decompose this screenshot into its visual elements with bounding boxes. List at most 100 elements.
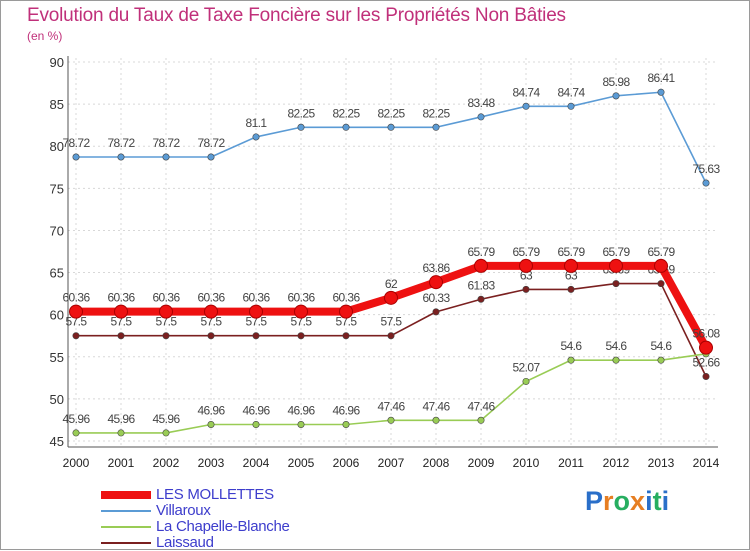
data-label-villaroux: 85.98 — [602, 75, 630, 89]
data-label-les-mollettes: 63.86 — [422, 261, 450, 275]
data-point-la-chapelle-blanche — [432, 416, 440, 424]
data-point-la-chapelle-blanche — [522, 377, 530, 385]
data-label-villaroux: 81.1 — [246, 116, 268, 130]
data-point-la-chapelle-blanche — [387, 416, 395, 424]
data-point-les-mollettes — [384, 290, 398, 305]
data-label-villaroux: 82.25 — [422, 106, 450, 120]
data-point-les-mollettes — [654, 258, 668, 273]
y-tick-label: 50 — [50, 392, 64, 407]
x-tick-label: 2014 — [693, 456, 720, 470]
data-point-la-chapelle-blanche — [567, 356, 575, 364]
y-tick-label: 80 — [50, 139, 64, 154]
data-label-villaroux: 78.72 — [152, 136, 180, 150]
data-label-les-mollettes: 60.36 — [107, 291, 135, 305]
data-point-la-chapelle-blanche — [117, 429, 125, 437]
x-tick-label: 2001 — [108, 456, 135, 470]
data-point-laissaud — [432, 308, 440, 316]
data-point-les-mollettes — [429, 275, 443, 290]
y-tick-label: 45 — [50, 434, 64, 449]
data-label-la-chapelle-blanche: 47.46 — [422, 399, 450, 413]
data-point-laissaud — [207, 332, 215, 340]
data-point-laissaud — [252, 332, 260, 340]
data-point-laissaud — [477, 295, 485, 303]
y-tick-label: 55 — [50, 350, 64, 365]
data-label-laissaud: 57.5 — [156, 315, 178, 329]
data-point-villaroux — [297, 123, 305, 131]
data-point-laissaud — [342, 332, 350, 340]
x-tick-label: 2009 — [468, 456, 495, 470]
data-label-les-mollettes: 60.36 — [242, 291, 270, 305]
data-label-les-mollettes: 62 — [385, 277, 398, 291]
data-point-la-chapelle-blanche — [252, 420, 260, 428]
data-point-laissaud — [612, 280, 620, 288]
x-tick-label: 2012 — [603, 456, 630, 470]
data-label-les-mollettes: 60.36 — [152, 291, 180, 305]
data-label-les-mollettes: 65.79 — [467, 245, 495, 259]
data-label-la-chapelle-blanche: 46.96 — [197, 403, 225, 417]
data-label-laissaud: 52.66 — [692, 355, 720, 369]
data-point-les-mollettes — [564, 258, 578, 273]
proxiti-logo: Proxiti — [585, 486, 669, 517]
data-label-les-mollettes: 65.79 — [512, 245, 540, 259]
data-label-la-chapelle-blanche: 45.96 — [62, 412, 90, 426]
data-label-laissaud: 57.5 — [246, 315, 268, 329]
data-label-villaroux: 82.25 — [332, 106, 360, 120]
logo-letter: t — [652, 486, 662, 516]
data-label-villaroux: 78.72 — [62, 136, 90, 150]
data-label-villaroux: 82.25 — [377, 106, 405, 120]
data-point-villaroux — [567, 102, 575, 110]
data-point-villaroux — [702, 179, 710, 187]
data-point-villaroux — [612, 92, 620, 100]
logo-letter: i — [645, 486, 653, 516]
data-label-laissaud: 57.5 — [111, 315, 133, 329]
x-tick-label: 2006 — [333, 456, 360, 470]
data-label-laissaud: 57.5 — [66, 315, 88, 329]
data-label-les-mollettes: 65.79 — [647, 245, 675, 259]
data-point-les-mollettes — [339, 304, 353, 319]
data-point-villaroux — [387, 123, 395, 131]
data-point-villaroux — [657, 88, 665, 96]
logo-letter: i — [661, 486, 670, 516]
data-point-villaroux — [117, 153, 125, 161]
data-label-villaroux: 78.72 — [107, 136, 135, 150]
data-label-les-mollettes: 60.36 — [287, 291, 315, 305]
x-tick-label: 2003 — [198, 456, 225, 470]
data-label-la-chapelle-blanche: 46.96 — [242, 403, 270, 417]
data-point-la-chapelle-blanche — [207, 420, 215, 428]
y-tick-label: 85 — [50, 97, 64, 112]
data-label-villaroux: 86.41 — [647, 71, 675, 85]
data-point-villaroux — [522, 102, 530, 110]
data-point-villaroux — [432, 123, 440, 131]
data-point-laissaud — [117, 332, 125, 340]
series-la-chapelle-blanche: 45.96 45.96 45.96 46.96 46.96 46.96 46.96 47.46… — [62, 339, 710, 437]
data-label-la-chapelle-blanche: 45.96 — [107, 412, 135, 426]
data-point-les-mollettes — [249, 304, 263, 319]
series-laissaud: 57.5 57.5 57.5 57.5 57.5 57.5 57.5 57.5 60.33 61.… — [66, 263, 721, 380]
data-point-la-chapelle-blanche — [342, 420, 350, 428]
legend-label: Laissaud — [156, 534, 214, 551]
data-point-les-mollettes — [204, 304, 218, 319]
logo-letter: x — [630, 486, 646, 516]
legend-swatch — [101, 510, 151, 512]
x-tick-label: 2004 — [243, 456, 270, 470]
data-point-laissaud — [522, 285, 530, 293]
data-label-la-chapelle-blanche: 46.96 — [332, 403, 360, 417]
data-point-villaroux — [477, 113, 485, 121]
data-point-les-mollettes — [114, 304, 128, 319]
data-point-la-chapelle-blanche — [657, 356, 665, 364]
y-tick-label: 75 — [50, 181, 64, 196]
data-point-laissaud — [567, 285, 575, 293]
data-point-la-chapelle-blanche — [612, 356, 620, 364]
data-point-les-mollettes — [159, 304, 173, 319]
x-tick-label: 2010 — [513, 456, 540, 470]
data-label-laissaud: 57.5 — [201, 315, 223, 329]
data-point-la-chapelle-blanche — [297, 420, 305, 428]
data-label-les-mollettes: 56.08 — [692, 327, 720, 341]
data-label-les-mollettes: 65.79 — [602, 245, 630, 259]
x-tick-label: 2007 — [378, 456, 405, 470]
series-les-mollettes: 60.36 60.36 60.36 60.36 60.36 60.36 60.36 62 63.… — [62, 245, 721, 355]
data-point-les-mollettes — [699, 340, 713, 355]
legend-swatch — [101, 491, 151, 499]
data-label-la-chapelle-blanche: 45.96 — [152, 412, 180, 426]
